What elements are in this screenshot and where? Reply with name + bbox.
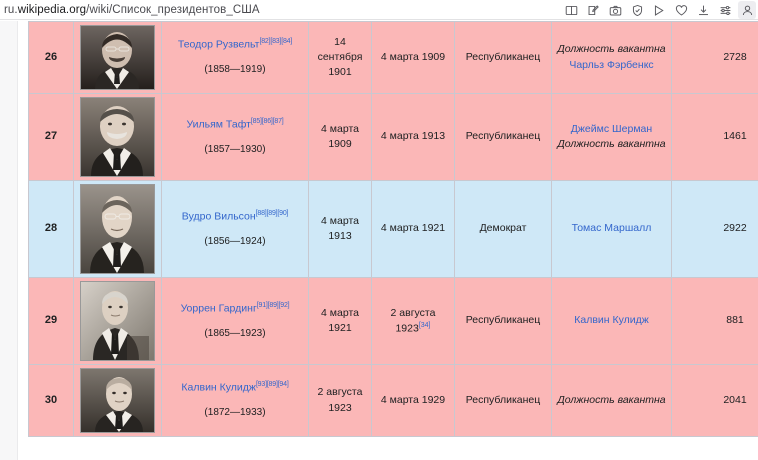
vice-president-cell[interactable]: Должность вакантна Чарльз Фэрбенкс: [551, 21, 672, 94]
president-name-cell[interactable]: Вудро Вильсон[88][89][90] (1856—1924): [161, 180, 309, 278]
term-end-date[interactable]: 4 марта 1913: [371, 93, 455, 181]
sliders-settings-icon[interactable]: [716, 1, 734, 19]
days-in-office: 2922: [671, 180, 758, 278]
reference-marks[interactable]: [91][89][92]: [256, 301, 290, 309]
page-viewport: 26: [0, 21, 758, 460]
president-name-cell[interactable]: Уильям Тафт[85][86][87] (1857—1930): [161, 93, 309, 181]
party-label[interactable]: Республиканец: [454, 277, 552, 365]
table-row[interactable]: 29: [28, 277, 758, 365]
account-person-icon[interactable]: [738, 1, 756, 19]
vice-president-cell[interactable]: Томас Маршалл: [551, 180, 672, 278]
vice-president-cell[interactable]: Калвин Кулидж: [551, 277, 672, 365]
president-portrait-cell[interactable]: [73, 93, 162, 181]
term-start-date[interactable]: 14 сентября 1901: [308, 21, 372, 94]
row-number: 26: [28, 21, 74, 94]
days-in-office: 881: [671, 277, 758, 365]
presidents-table: 26: [28, 21, 758, 437]
term-end-date-text: 2 августа 1923: [390, 306, 436, 335]
row-number: 29: [28, 277, 74, 365]
portrait-image[interactable]: [80, 97, 155, 177]
reference-marks[interactable]: [93][89][94]: [255, 381, 289, 389]
url-prefix: ru.: [4, 3, 18, 16]
vp-name-link[interactable]: Чарльз Фэрбенкс: [569, 58, 654, 71]
president-lifespan: (1865—1923): [204, 327, 266, 339]
browser-toolbar: ru.wikipedia.org/wiki/Список_президентов…: [0, 0, 758, 20]
party-label[interactable]: Республиканец: [454, 21, 552, 94]
president-name-link[interactable]: Вудро Вильсон: [181, 210, 256, 223]
vp-name-link[interactable]: Джеймс Шерман: [570, 122, 653, 135]
row-number: 27: [28, 93, 74, 181]
party-label[interactable]: Демократ: [454, 180, 552, 278]
annotate-icon[interactable]: [584, 1, 602, 19]
vp-vacant-text: Должность вакантна: [557, 43, 666, 56]
party-label[interactable]: Республиканец: [454, 364, 552, 437]
table-row[interactable]: 27: [28, 93, 758, 181]
term-start-date[interactable]: 2 августа 1923: [308, 364, 372, 437]
vp-name-link[interactable]: Томас Маршалл: [571, 222, 652, 235]
portrait-image[interactable]: [80, 368, 155, 433]
party-label[interactable]: Республиканец: [454, 93, 552, 181]
president-lifespan: (1858—1919): [204, 64, 266, 76]
reader-view-icon[interactable]: [562, 1, 580, 19]
vp-vacant-text: Должность вакантна: [557, 393, 666, 406]
article-content-area: 26: [18, 21, 758, 460]
president-lifespan: (1857—1930): [204, 143, 266, 155]
term-start-date[interactable]: 4 марта 1909: [308, 93, 372, 181]
table-row[interactable]: 26: [28, 21, 758, 94]
shield-privacy-icon[interactable]: [628, 1, 646, 19]
screenshot-camera-icon[interactable]: [606, 1, 624, 19]
days-in-office: 2041: [671, 364, 758, 437]
president-name-cell[interactable]: Теодор Рузвельт[82][83][84] (1858—1919): [161, 21, 309, 94]
vice-president-cell[interactable]: Джеймс Шерман Должность вакантна: [551, 93, 672, 181]
portrait-image[interactable]: [80, 25, 155, 90]
president-name-link[interactable]: Калвин Кулидж: [181, 381, 256, 394]
term-start-date[interactable]: 4 марта 1913: [308, 180, 372, 278]
reference-marks[interactable]: [82][83][84]: [259, 38, 293, 46]
president-name-link[interactable]: Теодор Рузвельт: [177, 38, 260, 51]
president-portrait-cell[interactable]: [73, 21, 162, 94]
days-in-office: 2728: [671, 21, 758, 94]
president-name-cell[interactable]: Уоррен Гардинг[91][89][92] (1865—1923): [161, 277, 309, 365]
term-end-date[interactable]: 4 марта 1929: [371, 364, 455, 437]
table-row[interactable]: 30: [28, 364, 758, 437]
president-portrait-cell[interactable]: [73, 364, 162, 437]
term-end-date[interactable]: 2 августа 1923[34]: [371, 277, 455, 365]
president-lifespan: (1872—1933): [204, 407, 266, 419]
term-start-date[interactable]: 4 марта 1921: [308, 277, 372, 365]
page-left-rail: [0, 21, 18, 460]
president-portrait-cell[interactable]: [73, 277, 162, 365]
vp-vacant-text: Должность вакантна: [557, 138, 666, 150]
presidents-table-body: 26: [28, 21, 758, 437]
url-host: wikipedia.org: [17, 3, 87, 16]
president-name-link[interactable]: Уильям Тафт: [186, 118, 251, 131]
vp-name-link[interactable]: Калвин Кулидж: [574, 314, 649, 327]
portrait-image[interactable]: [80, 281, 155, 361]
download-icon[interactable]: [694, 1, 712, 19]
vice-president-cell[interactable]: Должность вакантна: [551, 364, 672, 437]
toolbar-icon-group: [562, 0, 756, 20]
president-name-cell[interactable]: Калвин Кулидж[93][89][94] (1872—1933): [161, 364, 309, 437]
row-number: 30: [28, 364, 74, 437]
reference-marks[interactable]: [85][86][87]: [250, 117, 284, 125]
table-row[interactable]: 28: [28, 180, 758, 278]
address-bar[interactable]: ru.wikipedia.org/wiki/Список_президентов…: [4, 4, 260, 16]
row-number: 28: [28, 180, 74, 278]
portrait-image[interactable]: [80, 184, 155, 274]
heart-favorite-icon[interactable]: [672, 1, 690, 19]
term-end-note[interactable]: [34]: [418, 321, 431, 329]
president-name-link[interactable]: Уоррен Гардинг: [180, 302, 257, 315]
term-end-date[interactable]: 4 марта 1921: [371, 180, 455, 278]
days-in-office: 1461: [671, 93, 758, 181]
president-portrait-cell[interactable]: [73, 180, 162, 278]
send-paper-plane-icon[interactable]: [650, 1, 668, 19]
president-lifespan: (1856—1924): [204, 235, 266, 247]
term-end-date[interactable]: 4 марта 1909: [371, 21, 455, 94]
url-path: /wiki/Список_президентов_США: [86, 3, 260, 16]
reference-marks[interactable]: [88][89][90]: [255, 209, 289, 217]
